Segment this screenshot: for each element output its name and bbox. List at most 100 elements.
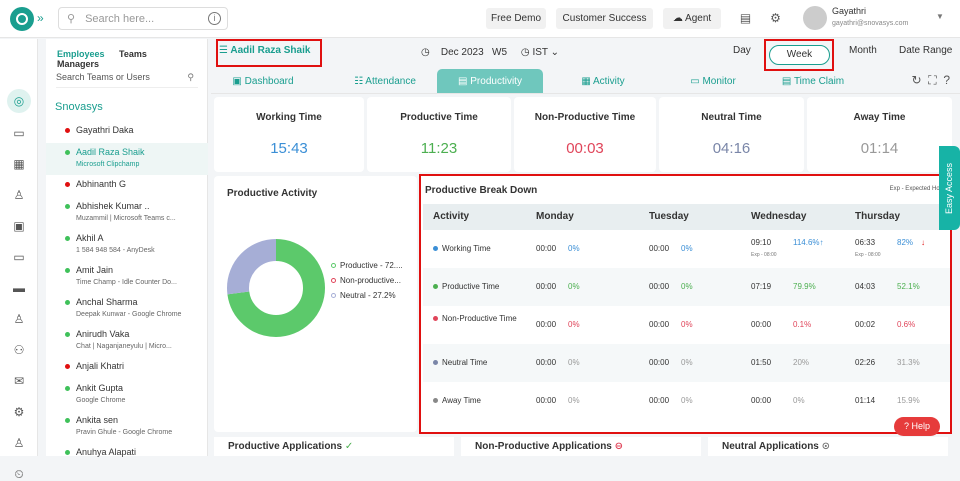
easy-access-button[interactable]: Easy Access (939, 146, 960, 230)
nav-users-icon[interactable]: ♙ (13, 312, 25, 326)
percent-cell: 0.1% (793, 320, 812, 329)
view-date-range[interactable]: Date Range (899, 45, 953, 56)
info-icon[interactable]: i (208, 12, 221, 25)
status-dot (65, 300, 70, 305)
view-week[interactable]: Week (769, 45, 830, 65)
document-icon[interactable]: ▤ (739, 11, 752, 25)
settings-icon[interactable]: ⚙ (770, 11, 781, 25)
customer-success-button[interactable]: Customer Success (556, 8, 653, 29)
refresh-icon[interactable]: ↻ (911, 73, 922, 87)
tab-dashboard[interactable]: ▣ Dashboard (223, 69, 303, 94)
percent-cell: 52.1% (897, 282, 920, 291)
tab-label: Attendance (365, 76, 416, 87)
employee-name: Ankita sen (76, 415, 119, 425)
nav-productivity-icon[interactable]: ◎ (13, 94, 25, 108)
time-cell: 09:10 (751, 238, 772, 247)
agent-button[interactable]: ☁ Agent (663, 8, 721, 29)
neutral-applications-title: Neutral Applications ⊙ (708, 437, 948, 456)
list-item[interactable]: Anchal Sharma Deepak Kunwar - Google Chro… (46, 293, 208, 325)
nav-settings-icon[interactable]: ⚙ (13, 405, 25, 419)
tab-activity[interactable]: ▦ Activity (563, 69, 643, 94)
employee-name: Gayathri Daka (76, 125, 134, 135)
list-item[interactable]: Ankita sen Pravin Ghule - Google Chrome (46, 411, 208, 443)
week-highlight (764, 39, 834, 71)
kpi-card: Non-Productive Time 00:03 (514, 97, 656, 172)
list-item[interactable]: Abhishek Kumar .. Muzammil | Microsoft Te… (46, 197, 208, 229)
percent-cell: 0% (681, 244, 693, 253)
nav-briefcase-icon[interactable]: ▣ (13, 219, 25, 233)
time-cell: 06:33 (855, 238, 876, 247)
tab-employees[interactable]: Employees (57, 49, 105, 59)
kpi-label: Non-Productive Time (534, 112, 636, 123)
time-cell: 02:26 (855, 358, 876, 367)
list-item[interactable]: Aadil Raza Shaik Microsoft Clipchamp (46, 143, 208, 175)
list-item[interactable]: Amit Jain Time Champ - Idle Counter Do... (46, 261, 208, 293)
list-item[interactable]: Ankit Gupta Google Chrome (46, 379, 208, 411)
time-cell: 00:00 (536, 244, 557, 253)
percent-cell: 0% (568, 358, 580, 367)
user-menu-chevron-icon[interactable]: ▼ (936, 12, 944, 21)
employee-panel: Employees Teams Managers Search Teams or… (46, 39, 208, 457)
timezone-select[interactable]: IST (532, 47, 548, 58)
list-item[interactable]: Abhinanth G (46, 175, 208, 197)
help-button[interactable]: ? Help (894, 417, 940, 436)
dashboard-icon: ▣ (232, 76, 242, 87)
top-bar: » ⚲ Search here... i Free Demo Customer … (0, 0, 960, 38)
time-cell: 00:00 (649, 320, 670, 329)
employee-activity: Muzammil | Microsoft Teams c... (76, 215, 176, 222)
selected-user[interactable]: ☰ Aadil Raza Shaik (219, 45, 311, 56)
nav-monitor-icon[interactable]: ▭ (13, 250, 25, 264)
employee-name: Abhinanth G (76, 179, 127, 189)
kpi-card: Away Time 01:14 (807, 97, 952, 172)
selected-user-name: Aadil Raza Shaik (230, 45, 311, 56)
search-icon: ⚲ (187, 72, 194, 82)
tab-label: Productivity (470, 76, 522, 87)
avatar[interactable] (803, 6, 827, 30)
team-search-input[interactable]: Search Teams or Users ⚲ (56, 67, 198, 88)
legend-label: Non-productive... (340, 276, 401, 285)
list-item[interactable]: Gayathri Daka (46, 121, 208, 143)
status-dot (65, 150, 70, 155)
clock-icon[interactable]: ◷ (421, 47, 430, 58)
list-item[interactable]: Anirudh Vaka Chat | Naganjaneyulu | Micro… (46, 325, 208, 357)
productive-activity-card: Productive Activity Productive - 72.... … (214, 176, 417, 432)
percent-cell: 82% (897, 238, 914, 247)
nav-card-icon[interactable]: ▬ (13, 281, 25, 295)
fullscreen-icon[interactable]: ⛶ (928, 73, 937, 87)
nav-schedule-icon[interactable]: ▦ (13, 157, 25, 171)
pie-slice-neutral (227, 239, 325, 337)
legend-label: Productive - 72.... (340, 261, 403, 270)
list-item[interactable]: Akhil A 1 584 948 584 - AnyDesk (46, 229, 208, 261)
tab-teams[interactable]: Teams (119, 49, 147, 59)
nav-profile-icon[interactable]: ♙ (13, 436, 25, 450)
tab-monitor[interactable]: ▭ Monitor (673, 69, 753, 94)
bottom-label: Productive Applications (228, 441, 343, 452)
list-item[interactable]: Anuhya Alapati (46, 443, 208, 465)
free-demo-button[interactable]: Free Demo (486, 8, 546, 29)
chevron-down-icon[interactable]: ⌄ (547, 47, 559, 58)
help-circle-icon[interactable]: ? (943, 73, 950, 87)
app-logo[interactable] (10, 7, 34, 31)
tab-managers[interactable]: Managers (57, 59, 100, 69)
global-search-input[interactable]: ⚲ Search here... i (58, 7, 228, 30)
nav-user-icon[interactable]: ♙ (13, 188, 25, 202)
tab-productivity[interactable]: ▤ Productivity (437, 69, 543, 94)
list-item[interactable]: Anjali Khatri (46, 357, 208, 379)
employee-name: Abhishek Kumar .. (76, 201, 150, 211)
nav-mail-icon[interactable]: ✉ (13, 374, 25, 388)
kpi-value: 15:43 (270, 140, 308, 157)
activity-dot (433, 284, 438, 290)
expand-sidebar-icon[interactable]: » (37, 11, 44, 25)
tab-time-claim[interactable]: ▤ Time Claim (768, 69, 858, 94)
tab-attendance[interactable]: ☷ Attendance (335, 69, 435, 94)
view-day[interactable]: Day (733, 45, 751, 56)
percent-cell: 15.9% (897, 396, 920, 405)
nav-clock-icon[interactable]: ⏲ (14, 467, 24, 481)
employee-activity: Time Champ - Idle Counter Do... (76, 279, 177, 286)
view-month[interactable]: Month (849, 45, 877, 56)
search-placeholder: Search here... (85, 12, 155, 25)
nav-calendar-icon[interactable]: ▭ (13, 126, 25, 140)
status-dot (65, 418, 70, 423)
kpi-value: 01:14 (860, 140, 899, 157)
nav-team-icon[interactable]: ⚇ (13, 343, 25, 357)
